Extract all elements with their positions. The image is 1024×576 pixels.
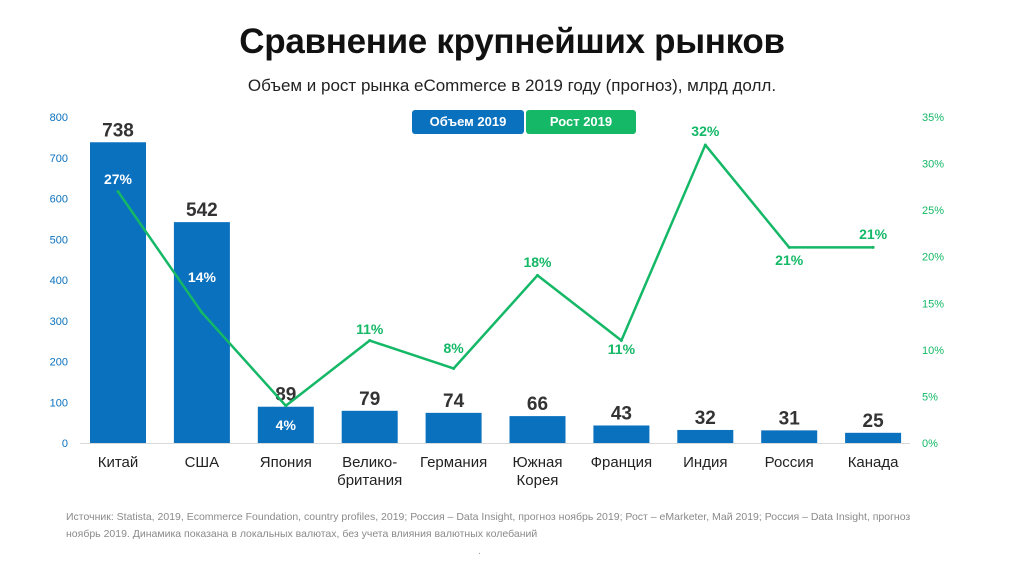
growth-value-label: 8% (443, 340, 464, 356)
x-category-label-line: Франция (591, 454, 652, 471)
growth-value-label: 21% (859, 226, 888, 242)
bar-value-label: 74 (443, 391, 465, 412)
x-category-label-line: Китай (98, 454, 139, 471)
growth-value-label: 4% (276, 417, 297, 433)
footnote-dot: . (478, 546, 481, 557)
y-left-tick-label: 300 (50, 316, 68, 328)
bar-value-label: 738 (102, 120, 134, 141)
x-category-label-line: Южная (513, 454, 563, 471)
y-right-tick-label: 10% (922, 345, 944, 357)
bar-volume (257, 406, 314, 443)
growth-value-label: 18% (523, 254, 552, 270)
y-right-tick-label: 15% (922, 298, 944, 310)
x-category-label: Южная Корея (513, 454, 563, 489)
x-category-label: Россия (765, 454, 814, 471)
x-category-label-line: Индия (683, 454, 727, 471)
page-subtitle: Объем и рост рынка eCommerce в 2019 году… (247, 76, 777, 95)
legend-volume: Объем 2019 (412, 110, 524, 134)
growth-value-label: 11% (608, 341, 636, 357)
y-right-tick-label: 30% (922, 159, 944, 171)
page-title: Сравнение крупнейших рынков (239, 22, 785, 61)
y-left-tick-label: 100 (50, 397, 68, 409)
growth-value-label: 27% (104, 171, 133, 187)
bar-volume (845, 432, 902, 443)
bar-value-label: 25 (863, 411, 885, 432)
growth-point (787, 245, 791, 249)
bar-value-label: 32 (695, 408, 716, 429)
footnote: Источник: Statista, 2019, Ecommerce Foun… (66, 509, 946, 543)
y-right-tick-label: 5% (922, 391, 938, 403)
y-right-tick-label: 20% (922, 252, 944, 264)
bar-volume (425, 412, 482, 443)
y-left-tick-label: 200 (50, 357, 68, 369)
growth-value-label: 14% (188, 269, 217, 285)
x-category-label: Китай (98, 454, 139, 471)
x-category-label: США (185, 454, 220, 471)
x-category-label-line: Россия (765, 454, 814, 471)
x-category-label-line: США (185, 454, 220, 471)
footnote-line-1: Источник: Statista, 2019, Ecommerce Foun… (66, 511, 911, 523)
y-right-tick-label: 35% (922, 112, 944, 124)
y-left-tick-label: 800 (50, 112, 68, 124)
x-category-label-line: британия (337, 472, 402, 489)
growth-value-label: 11% (356, 321, 384, 337)
x-category-label: Индия (683, 454, 727, 471)
bar-value-label: 89 (275, 385, 296, 406)
y-left-tick-label: 500 (50, 234, 68, 246)
y-left-tick-label: 400 (50, 275, 68, 287)
growth-value-label: 21% (775, 252, 804, 268)
bar-value-label: 542 (186, 200, 218, 221)
legend: Объем 2019 Рост 2019 (412, 110, 636, 134)
growth-point (452, 366, 456, 370)
growth-point (536, 273, 539, 277)
bar-value-label: 66 (527, 394, 548, 415)
growth-point (619, 339, 623, 343)
growth-line (116, 143, 874, 407)
growth-point (200, 311, 204, 315)
bar-volume (593, 425, 650, 443)
legend-growth: Рост 2019 (526, 110, 636, 134)
y-left-tick-label: 600 (50, 194, 68, 206)
y-left-tick-label: 0 (62, 438, 68, 450)
x-category-label: Германия (420, 454, 487, 471)
growth-value-label: 32% (691, 123, 720, 139)
x-category-label: Франция (591, 454, 652, 471)
x-category-label-line: Япония (260, 454, 312, 471)
x-category-label-line: Канада (848, 454, 899, 471)
footnote-line-2: ноябрь 2019. Динамика показана в локальн… (66, 528, 538, 540)
growth-point (284, 404, 288, 408)
bar-value-label: 79 (359, 389, 380, 410)
y-right-tick-label: 0% (922, 438, 938, 450)
x-category-label-line: Велико- (342, 454, 397, 471)
bar-volume (341, 410, 398, 443)
x-category-label-line: Корея (517, 472, 559, 489)
x-category-label: Япония (260, 454, 312, 471)
x-category-label: Велико-британия (337, 454, 402, 489)
bar-volume (761, 430, 818, 443)
growth-point (368, 339, 372, 343)
x-category-label-line: Германия (420, 454, 487, 471)
bar-value-label: 43 (611, 403, 632, 424)
bar-value-label: 31 (779, 408, 801, 429)
x-category-label: Канада (848, 454, 899, 471)
y-right-tick-label: 25% (922, 205, 944, 217)
growth-point (703, 143, 707, 147)
growth-point (871, 245, 875, 249)
bar-volume (90, 142, 146, 443)
growth-point (116, 190, 120, 194)
bar-volume (677, 429, 734, 443)
y-left-tick-label: 700 (50, 153, 68, 165)
bar-volume (509, 416, 566, 443)
